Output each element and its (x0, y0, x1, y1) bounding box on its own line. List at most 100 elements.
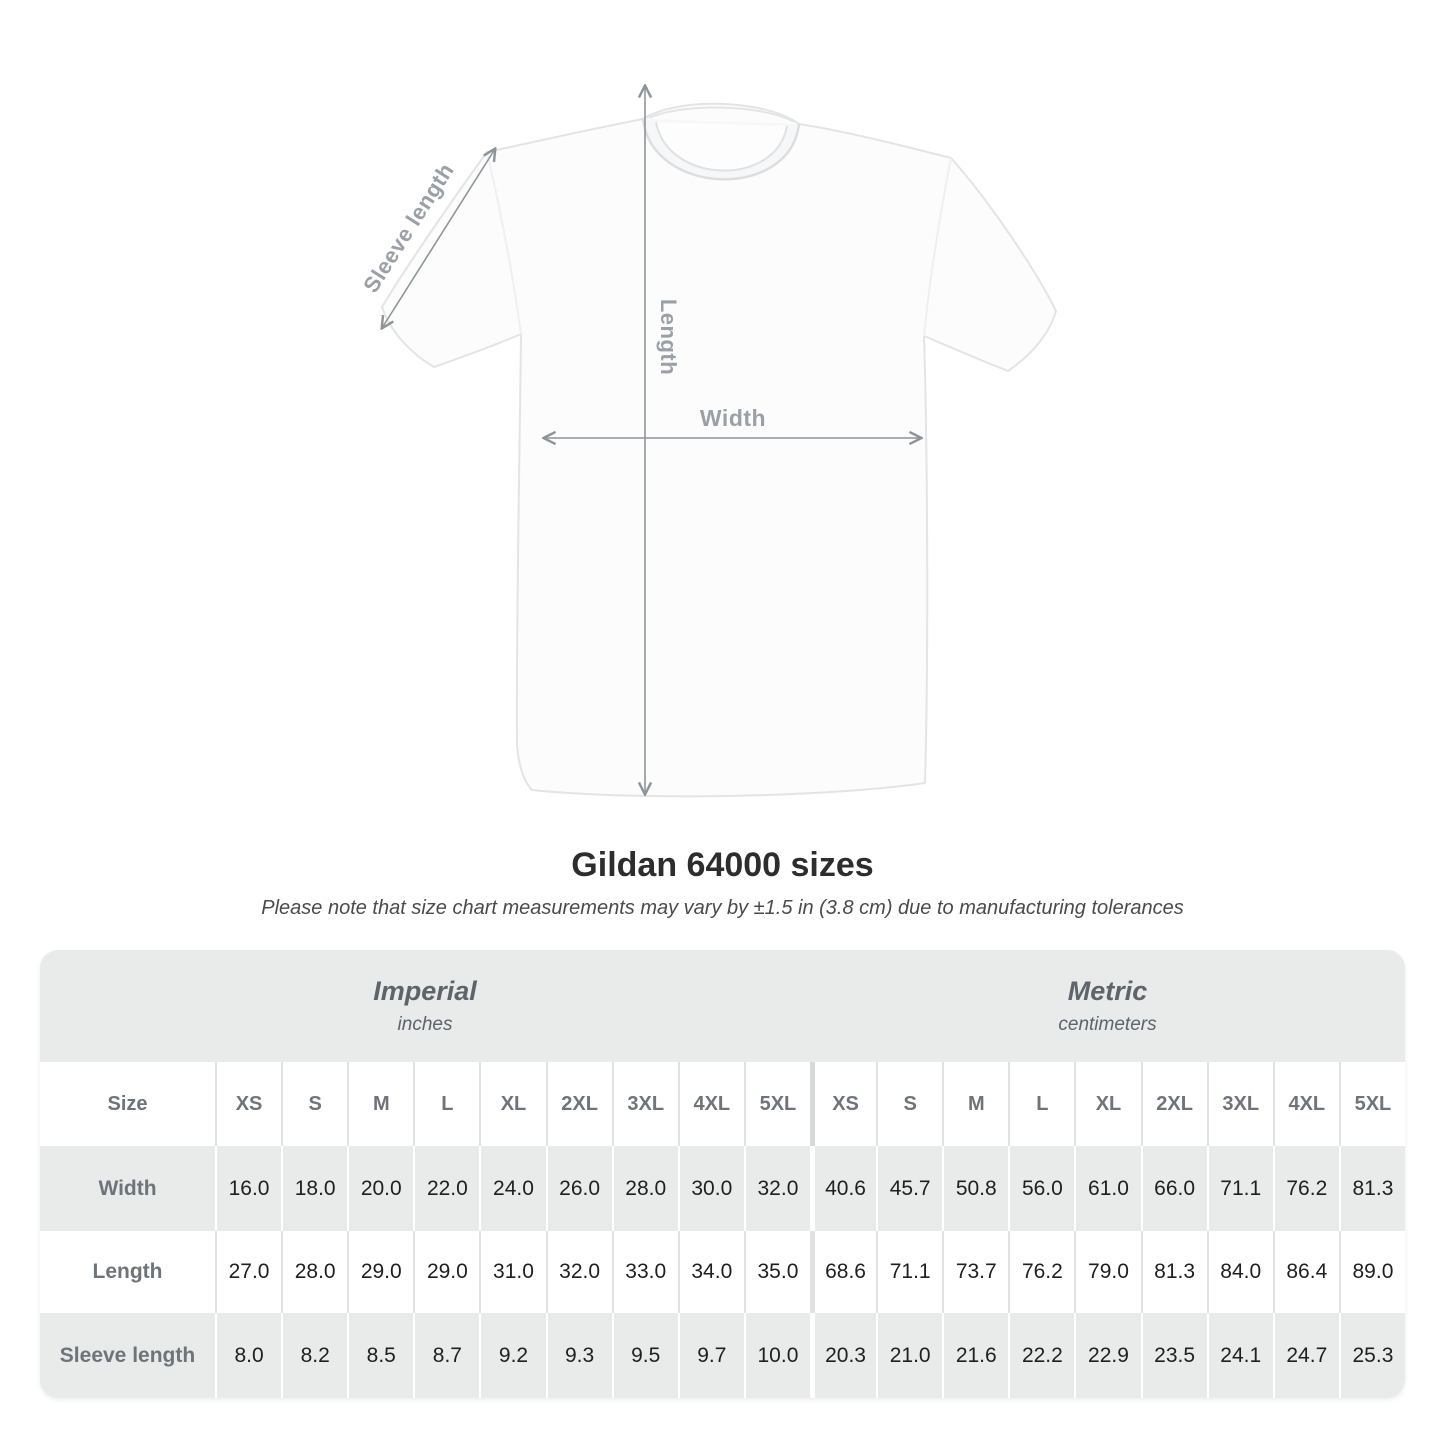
imperial-size-column-header: 2XL (545, 1062, 612, 1146)
metric-value-cell: 71.1 (876, 1231, 942, 1313)
imperial-value-cell: 9.3 (545, 1313, 612, 1398)
metric-value-cell: 81.3 (1338, 1146, 1405, 1231)
metric-value-cell: 68.6 (810, 1231, 876, 1313)
metric-size-column-header: XL (1074, 1062, 1140, 1146)
imperial-size-column-header: XS (215, 1062, 281, 1146)
imperial-value-cell: 8.0 (215, 1313, 281, 1398)
size-corner-header: Size (107, 1092, 148, 1115)
metric-value-cell: 45.7 (876, 1146, 942, 1231)
metric-value-cell: 24.7 (1272, 1313, 1339, 1398)
metric-value-cell: 23.5 (1140, 1313, 1207, 1398)
metric-value-cell: 25.3 (1338, 1313, 1405, 1398)
imperial-value-cell: 16.0 (215, 1146, 281, 1231)
right-sleeve-seam (923, 157, 952, 337)
imperial-size-column-header: XL (479, 1062, 545, 1146)
imperial-size-column-header: 5XL (743, 1062, 810, 1146)
metric-value-cell: 76.2 (1272, 1146, 1339, 1231)
imperial-value-cell: 8.7 (413, 1313, 479, 1398)
width-row: Width 16.0 18.0 20.0 22.0 24.0 26.0 28.0 30.0 32.… (40, 1146, 1405, 1231)
metric-value-cell: 79.0 (1074, 1231, 1140, 1313)
imperial-size-column-header: M (347, 1062, 413, 1146)
sleeve-length-arrow (382, 149, 495, 328)
metric-section-title: Metric (1067, 976, 1148, 1006)
size-table: Imperial inches Metric centimeters Size X… (40, 950, 1405, 1398)
imperial-value-cell: 28.0 (281, 1231, 347, 1313)
metric-value-cell: 84.0 (1206, 1231, 1273, 1313)
imperial-value-cell: 8.5 (347, 1313, 413, 1398)
imperial-size-column-header: S (281, 1062, 347, 1146)
imperial-value-cell: 20.0 (347, 1146, 413, 1231)
imperial-section-header: Imperial inches (40, 950, 810, 1062)
imperial-value-cell: 9.7 (677, 1313, 744, 1398)
metric-size-column-header: XS (810, 1062, 876, 1146)
measurement-row-label: Sleeve length (59, 1343, 196, 1367)
imperial-value-cell: 26.0 (545, 1146, 612, 1231)
collar-inner (655, 121, 788, 172)
metric-size-column-header: 4XL (1272, 1062, 1339, 1146)
imperial-value-cell: 28.0 (611, 1146, 678, 1231)
metric-value-cell: 22.2 (1008, 1313, 1074, 1398)
imperial-value-cell: 32.0 (743, 1146, 810, 1231)
metric-value-cell: 66.0 (1140, 1146, 1207, 1231)
imperial-size-column-header: 3XL (611, 1062, 678, 1146)
metric-value-cell: 21.0 (876, 1313, 942, 1398)
metric-value-cell: 73.7 (942, 1231, 1008, 1313)
length-arrow-label: Length (656, 298, 681, 376)
imperial-value-cell: 9.2 (479, 1313, 545, 1398)
metric-section-header: Metric centimeters (810, 950, 1405, 1062)
metric-size-column-header: L (1008, 1062, 1074, 1146)
metric-value-cell: 89.0 (1338, 1231, 1405, 1313)
metric-value-cell: 81.3 (1140, 1231, 1207, 1313)
metric-size-column-header: 5XL (1338, 1062, 1405, 1146)
metric-value-cell: 76.2 (1008, 1231, 1074, 1313)
metric-value-cell: 21.6 (942, 1313, 1008, 1398)
imperial-value-cell: 33.0 (611, 1231, 678, 1313)
measurement-row-label: Length (92, 1260, 163, 1283)
metric-value-cell: 24.1 (1206, 1313, 1273, 1398)
metric-value-cell: 56.0 (1008, 1146, 1074, 1231)
imperial-value-cell: 24.0 (479, 1146, 545, 1231)
metric-size-column-header: S (876, 1062, 942, 1146)
imperial-section-unit: inches (397, 1014, 453, 1035)
tshirt-illustration (0, 0, 1057, 798)
metric-value-cell: 20.3 (810, 1313, 876, 1398)
imperial-section-title: Imperial (373, 976, 477, 1006)
tshirt-measurement-diagram: Sleeve length Length Width (0, 0, 1057, 798)
metric-value-cell: 61.0 (1074, 1146, 1140, 1231)
metric-value-cell: 71.1 (1206, 1146, 1273, 1231)
length-row: Length 27.0 28.0 29.0 29.0 31.0 32.0 33.0 34.0 35… (40, 1231, 1405, 1313)
imperial-value-cell: 30.0 (677, 1146, 744, 1231)
sleeve-length-row: Sleeve length 8.0 8.2 8.5 8.7 9.2 9.3 9.5 9.7 10.… (40, 1313, 1405, 1398)
metric-size-column-header: 2XL (1140, 1062, 1207, 1146)
imperial-value-cell: 27.0 (215, 1231, 281, 1313)
metric-value-cell: 50.8 (942, 1146, 1008, 1231)
size-header-row: Size XS S M L XL 2XL 3XL 4XL 5XL XS S M L XL 2XL 3XL 4XL 5… (40, 1062, 1405, 1146)
imperial-value-cell: 8.2 (281, 1313, 347, 1398)
metric-value-cell: 40.6 (810, 1146, 876, 1231)
tolerance-note: Please note that size chart measurements… (261, 897, 1184, 919)
imperial-value-cell: 31.0 (479, 1231, 545, 1313)
imperial-size-column-header: 4XL (677, 1062, 744, 1146)
measurement-row-label: Width (98, 1176, 157, 1200)
imperial-value-cell: 9.5 (611, 1313, 678, 1398)
imperial-value-cell: 10.0 (743, 1313, 810, 1398)
page-title: Gildan 64000 sizes (571, 846, 874, 884)
unit-system-header-band: Imperial inches Metric centimeters (40, 950, 1405, 1062)
metric-value-cell: 22.9 (1074, 1313, 1140, 1398)
imperial-value-cell: 32.0 (545, 1231, 612, 1313)
imperial-value-cell: 29.0 (413, 1231, 479, 1313)
collar-back-seam (648, 106, 795, 123)
metric-section-unit: centimeters (1058, 1014, 1157, 1035)
metric-size-column-header: 3XL (1206, 1062, 1273, 1146)
imperial-value-cell: 35.0 (743, 1231, 810, 1313)
imperial-value-cell: 29.0 (347, 1231, 413, 1313)
imperial-value-cell: 22.0 (413, 1146, 479, 1231)
tshirt-body-shape (381, 102, 1057, 798)
metric-size-column-header: M (942, 1062, 1008, 1146)
width-arrow-label: Width (699, 405, 767, 431)
metric-value-cell: 86.4 (1272, 1231, 1339, 1313)
imperial-value-cell: 18.0 (281, 1146, 347, 1231)
imperial-value-cell: 34.0 (677, 1231, 744, 1313)
imperial-size-column-header: L (413, 1062, 479, 1146)
